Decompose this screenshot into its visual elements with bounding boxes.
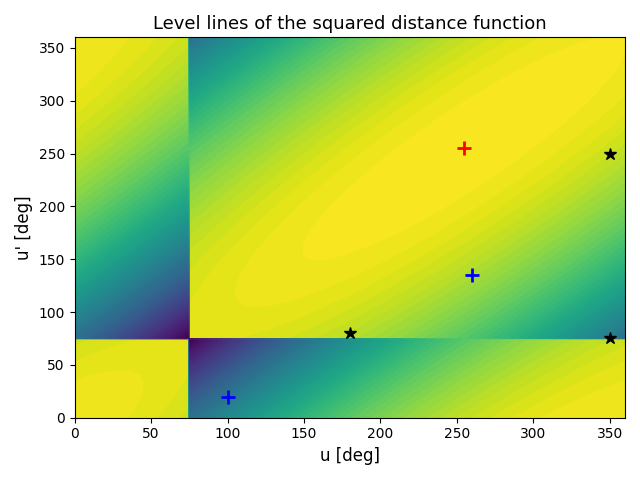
- X-axis label: u [deg]: u [deg]: [320, 447, 380, 465]
- Y-axis label: u' [deg]: u' [deg]: [15, 195, 33, 260]
- Title: Level lines of the squared distance function: Level lines of the squared distance func…: [153, 15, 547, 33]
